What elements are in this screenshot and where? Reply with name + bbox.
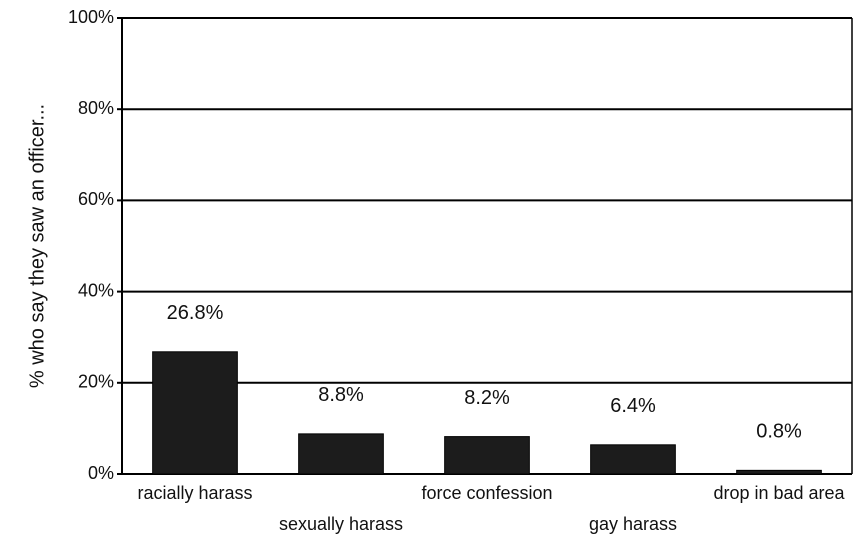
y-tick-label: 40% — [78, 280, 114, 300]
data-label: 0.8% — [756, 421, 802, 443]
data-label: 8.8% — [318, 384, 364, 406]
x-tick-label: force confession — [421, 483, 552, 503]
bar — [590, 444, 676, 475]
y-tick-label: 80% — [78, 98, 114, 118]
y-axis-label: % who say they saw an officer... — [26, 104, 48, 388]
x-tick-label: racially harass — [137, 483, 252, 503]
data-label: 8.2% — [464, 387, 510, 409]
bar — [152, 351, 238, 475]
data-label: 6.4% — [610, 395, 656, 417]
bar — [736, 469, 822, 475]
data-label: 26.8% — [167, 302, 224, 324]
bar — [444, 436, 530, 475]
x-tick-label: drop in bad area — [713, 483, 845, 503]
y-tick-label: 0% — [88, 463, 114, 483]
x-tick-label: sexually harass — [279, 514, 403, 534]
y-tick-label: 60% — [78, 189, 114, 209]
y-tick-label: 100% — [68, 7, 114, 27]
bar — [298, 433, 384, 475]
x-tick-label: gay harass — [589, 514, 677, 534]
y-tick-label: 20% — [78, 372, 114, 392]
